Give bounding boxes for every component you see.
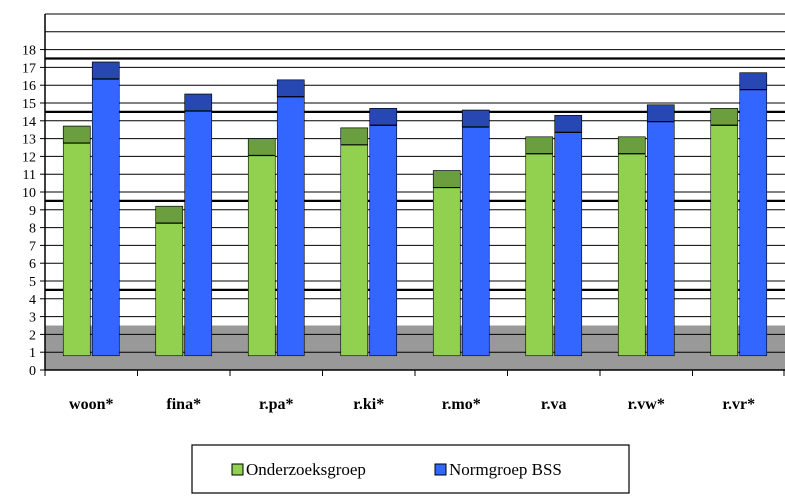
bar-cap-normgroep-5 xyxy=(554,115,583,133)
x-category-label: fina* xyxy=(166,396,201,413)
legend-box xyxy=(191,444,630,494)
y-tick-label: 11 xyxy=(23,168,36,183)
bar-onderzoeksgroep-1 xyxy=(155,205,184,357)
bar-cap-onderzoeksgroep-7 xyxy=(710,108,739,126)
bar-onderzoeksgroep-7 xyxy=(710,108,739,357)
y-tick-label: 18 xyxy=(22,44,36,59)
bar-cap-normgroep-0 xyxy=(91,61,120,80)
y-tick-label: 7 xyxy=(29,239,36,254)
bar-normgroep-2 xyxy=(276,79,305,357)
y-tick-label: 15 xyxy=(22,97,36,112)
bar-onderzoeksgroep-3 xyxy=(340,127,369,357)
bar-normgroep-4 xyxy=(461,109,490,357)
y-tick-label: 6 xyxy=(29,257,36,272)
legend-label-normgroep: Normgroep BSS xyxy=(449,460,562,479)
legend-swatch-normgroep xyxy=(434,463,447,476)
x-category-label: r.vw* xyxy=(628,396,665,413)
bar-cap-normgroep-3 xyxy=(369,108,398,126)
y-tick-label: 3 xyxy=(29,311,36,326)
bar-onderzoeksgroep-5 xyxy=(525,136,554,357)
y-tick-label: 12 xyxy=(22,150,36,165)
x-category-label: woon* xyxy=(69,396,113,413)
y-tick-label: 9 xyxy=(29,204,36,219)
y-tick-label: 16 xyxy=(22,79,36,94)
x-axis-labels: woon* fina* r.pa* r.ki* r.mo* r.va r.vw* r.vr* xyxy=(44,370,785,413)
y-tick-label: 5 xyxy=(29,275,36,290)
bar-cap-onderzoeksgroep-2 xyxy=(247,138,276,156)
bar-normgroep-5 xyxy=(554,115,583,357)
y-tick-label: 0 xyxy=(29,364,36,379)
bar-onderzoeksgroep-2 xyxy=(247,138,276,357)
y-tick-label: 4 xyxy=(29,293,36,308)
bar-cap-normgroep-7 xyxy=(739,72,768,90)
bar-cap-onderzoeksgroep-0 xyxy=(62,125,91,144)
legend: Onderzoeksgroep Normgroep BSS xyxy=(191,444,630,494)
legend-label-onderzoeksgroep: Onderzoeksgroep xyxy=(246,460,366,479)
legend-swatch-onderzoeksgroep xyxy=(231,463,244,476)
bar-cap-normgroep-1 xyxy=(184,93,213,112)
bar-normgroep-6 xyxy=(646,104,675,357)
bar-normgroep-7 xyxy=(739,72,768,357)
bar-normgroep-3 xyxy=(369,108,398,357)
y-tick-label: 17 xyxy=(22,61,36,76)
y-tick-label: 8 xyxy=(29,222,36,237)
bar-cap-onderzoeksgroep-5 xyxy=(525,136,554,155)
bar-onderzoeksgroep-6 xyxy=(617,136,646,357)
x-category-label: r.mo* xyxy=(442,396,481,413)
bar-cap-onderzoeksgroep-1 xyxy=(155,205,184,224)
bar-cap-normgroep-4 xyxy=(461,109,490,128)
bar-cap-normgroep-2 xyxy=(276,79,305,98)
y-tick-label: 14 xyxy=(22,115,36,130)
bar-onderzoeksgroep-4 xyxy=(432,170,461,357)
x-category-label: r.pa* xyxy=(259,396,294,413)
y-tick-label: 2 xyxy=(29,328,36,343)
bars xyxy=(62,61,768,357)
y-tick-label: 13 xyxy=(22,133,36,148)
x-category-label: r.va xyxy=(541,396,567,413)
bar-normgroep-0 xyxy=(91,61,120,357)
bar-cap-normgroep-6 xyxy=(646,104,675,122)
y-tick-label: 1 xyxy=(29,346,36,361)
bar-cap-onderzoeksgroep-6 xyxy=(617,136,646,155)
bar-normgroep-1 xyxy=(184,93,213,357)
x-category-label: r.vr* xyxy=(722,396,755,413)
bar-onderzoeksgroep-0 xyxy=(62,125,91,357)
x-category-label: r.ki* xyxy=(353,396,384,413)
bar-cap-onderzoeksgroep-3 xyxy=(340,127,369,146)
y-tick-label: 10 xyxy=(22,186,36,201)
bar-cap-onderzoeksgroep-4 xyxy=(432,170,461,188)
